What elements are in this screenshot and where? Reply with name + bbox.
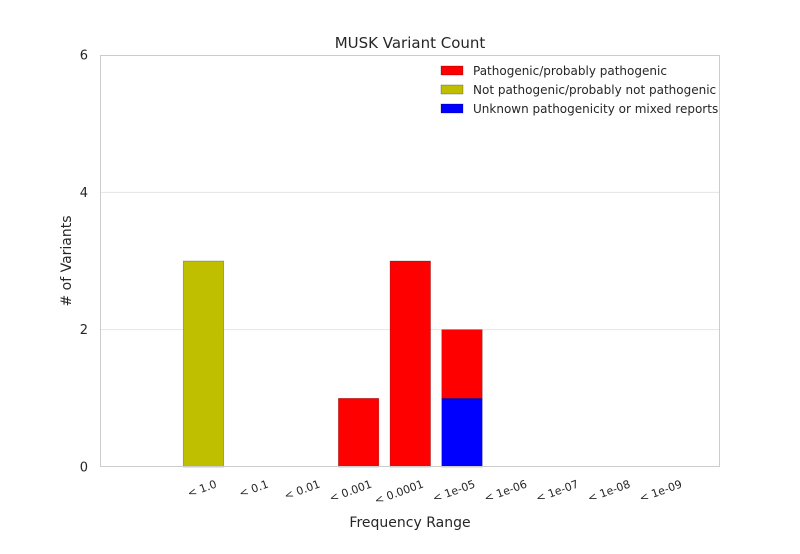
legend-swatch <box>440 103 464 114</box>
y-tick-label: 0 <box>80 461 88 476</box>
legend-swatch <box>440 65 464 76</box>
legend-label: Not pathogenic/probably not pathogenic <box>473 83 716 97</box>
y-tick-label: 2 <box>80 323 88 338</box>
bar-segment <box>182 260 225 468</box>
legend-label: Unknown pathogenicity or mixed reports <box>473 102 718 116</box>
legend-label: Pathogenic/probably pathogenic <box>473 64 667 78</box>
legend: Pathogenic/probably pathogenic Not pathog… <box>440 64 718 116</box>
bar-segment <box>441 398 483 468</box>
bar-segment <box>441 329 483 399</box>
y-tick-label: 6 <box>80 49 88 64</box>
bar-segment <box>338 398 380 468</box>
y-tick-label: 4 <box>80 186 88 201</box>
chart-title: MUSK Variant Count <box>335 34 486 52</box>
y-axis-ticks: 0 2 4 6 <box>80 49 88 476</box>
legend-swatch <box>440 84 464 95</box>
plot-frame <box>100 55 720 467</box>
bar-segment <box>389 260 431 468</box>
y-axis-title: # of Variants <box>59 215 75 306</box>
x-axis-title: Frequency Range <box>349 515 470 531</box>
